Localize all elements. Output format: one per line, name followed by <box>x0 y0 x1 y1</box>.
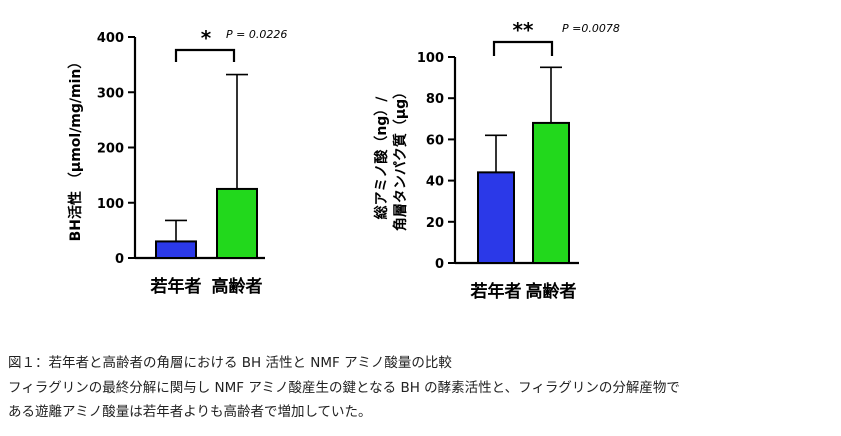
y-tick-label: 60 <box>426 133 444 148</box>
y-tick-label: 100 <box>97 197 124 212</box>
y-tick-label: 0 <box>435 257 444 272</box>
chart1-y-ticks: 0 100 200 300 400 <box>97 31 135 267</box>
chart2-bars <box>477 66 570 264</box>
bar-young <box>155 240 197 260</box>
chart2-y-axis-label-line2: 角層タンパク質（µg） <box>392 85 409 231</box>
y-tick-label: 20 <box>426 216 444 231</box>
bar-elderly <box>532 121 570 264</box>
chart1-category-labels: 若年者 高齢者 <box>150 276 263 297</box>
y-tick-label: 40 <box>426 175 444 190</box>
chart2-y-ticks: 0 20 40 60 80 100 <box>417 51 455 272</box>
figure-caption-line: フィラグリンの最終分解に関与し NMF アミノ酸産生の鍵となる BH の酵素活性… <box>8 380 680 396</box>
figure-caption-line: ある遊離アミノ酸量は若年者よりも高齢者で増加していた。 <box>8 404 372 420</box>
bar-young <box>477 171 515 264</box>
chart2-significance-bracket <box>492 40 554 56</box>
category-label: 若年者 <box>470 281 522 302</box>
chart2-significance-stars: ** <box>513 18 534 42</box>
chart1-bars <box>155 73 258 260</box>
chart1-significance-stars: * <box>201 26 212 50</box>
category-label: 若年者 <box>150 276 202 297</box>
chart1-significance-bracket <box>174 48 236 62</box>
chart2-category-labels: 若年者 高齢者 <box>470 281 577 302</box>
y-tick-label: 80 <box>426 92 444 107</box>
chart1-p-value: P = 0.0226 <box>226 28 287 41</box>
chart1-y-axis-label: BH活性 （µmol/mg/min） <box>67 55 84 242</box>
y-tick-label: 100 <box>417 51 444 66</box>
chart2-p-value: P =0.0078 <box>562 22 620 35</box>
amino-acid-chart: 総アミノ酸（ng）/ 角層タンパク質（µg） 0 20 40 60 80 100 若年者高… <box>373 18 620 302</box>
chart2-y-axis-label-line1: 総アミノ酸（ng）/ <box>373 96 390 220</box>
figure-caption-title: 図１：若年者と高齢者の角層における BH 活性と NMF アミノ酸量の比較 <box>8 355 452 371</box>
y-tick-label: 400 <box>97 31 124 46</box>
y-tick-label: 0 <box>115 252 124 267</box>
category-label: 高齢者 <box>212 276 263 297</box>
y-tick-label: 300 <box>97 86 124 101</box>
bar-elderly <box>216 187 258 259</box>
y-tick-label: 200 <box>97 142 124 157</box>
category-label: 高齢者 <box>526 281 577 302</box>
